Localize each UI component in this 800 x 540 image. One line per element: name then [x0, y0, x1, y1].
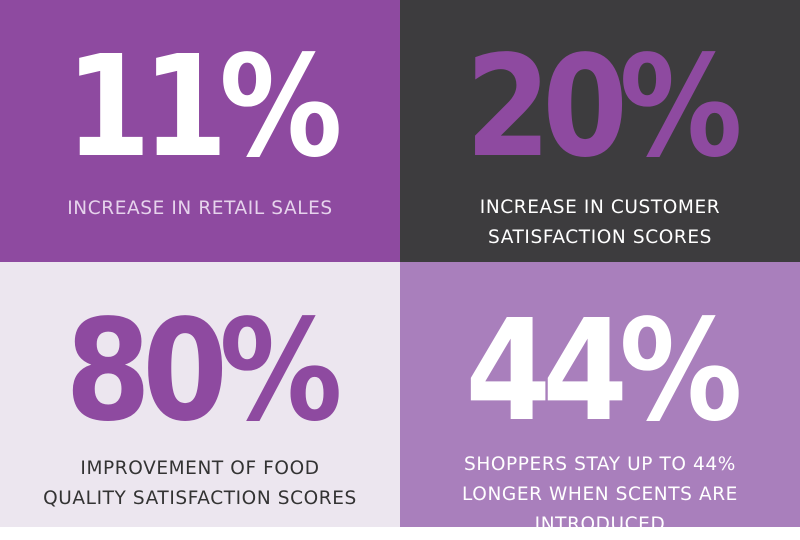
stat-caption: IMPROVEMENT OF FOOD QUALITY SATISFACTION… [43, 458, 357, 509]
stat-value: 80% [65, 290, 343, 453]
stat-tile-food-quality: 80% IMPROVEMENT OF FOOD QUALITY SATISFAC… [0, 262, 400, 527]
stat-caption: INCREASE IN CUSTOMER SATISFACTION SCORES [479, 197, 721, 248]
stat-tile-customer-satisfaction: 20% INCREASE IN CUSTOMER SATISFACTION SC… [400, 0, 800, 262]
stat-tile-shopper-stay: 44% SHOPPERS STAY UP TO 44% LONGER WHEN … [400, 262, 800, 535]
stats-infographic: 11% INCREASE IN RETAIL SALES 20% INCREAS… [0, 0, 800, 527]
stat-tile-retail-sales: 11% INCREASE IN RETAIL SALES [0, 0, 400, 262]
stat-value: 11% [65, 26, 343, 189]
stat-value: 20% [465, 26, 743, 189]
stat-value: 44% [465, 290, 743, 453]
stat-caption: INCREASE IN RETAIL SALES [67, 198, 333, 219]
